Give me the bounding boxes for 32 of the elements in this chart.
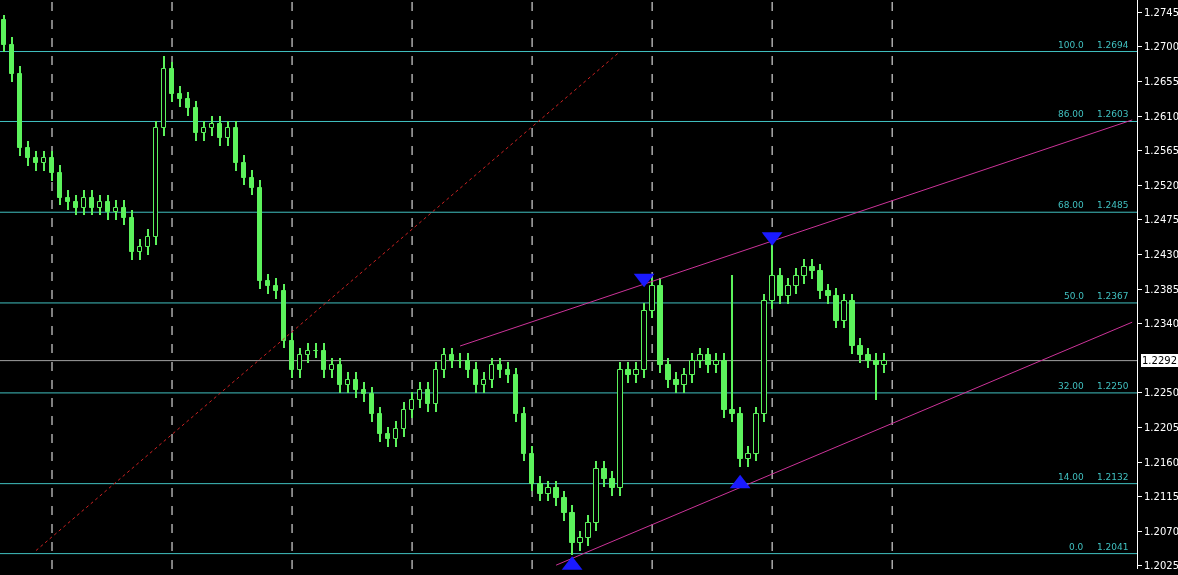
y-tick-label: 1.2745 bbox=[1144, 6, 1178, 18]
y-tick-label: 1.2610 bbox=[1144, 110, 1178, 122]
ref-line-label: 1.2485 bbox=[1097, 200, 1129, 210]
y-tick-label: 1.2430 bbox=[1144, 249, 1178, 261]
annotation: 86.00 bbox=[1058, 109, 1085, 119]
y-tick-label: 1.2520 bbox=[1144, 179, 1178, 191]
annotation: 50.0 bbox=[1064, 291, 1085, 301]
annotation: 14.00 bbox=[1058, 472, 1085, 482]
y-tick-label: 1.2700 bbox=[1144, 41, 1178, 53]
ref-line-label: 1.2250 bbox=[1097, 381, 1129, 391]
ref-line-label: 1.2694 bbox=[1097, 40, 1129, 50]
annotation: 0.0 bbox=[1069, 542, 1084, 552]
y-tick-label: 1.2070 bbox=[1144, 525, 1178, 537]
y-tick-label: 1.2475 bbox=[1144, 214, 1178, 226]
annotation: 100.0 bbox=[1058, 40, 1085, 50]
y-tick-label: 1.2655 bbox=[1144, 76, 1178, 88]
y-tick-label: 1.2160 bbox=[1144, 456, 1178, 468]
y-tick-label: 1.2250 bbox=[1144, 387, 1178, 399]
ref-line-label: 1.2292 bbox=[1142, 355, 1177, 366]
y-tick-label: 1.2385 bbox=[1144, 283, 1178, 295]
ref-line-label: 1.2041 bbox=[1097, 542, 1129, 552]
ref-line-label: 1.2367 bbox=[1097, 291, 1129, 301]
candlestick bbox=[729, 275, 735, 422]
y-tick-label: 1.2205 bbox=[1144, 422, 1178, 434]
y-tick-label: 1.2025 bbox=[1144, 560, 1178, 572]
y-tick-label: 1.2565 bbox=[1144, 145, 1178, 157]
y-tick-label: 1.2340 bbox=[1144, 318, 1178, 330]
ref-line-label: 1.2603 bbox=[1097, 109, 1129, 119]
y-tick-label: 1.2115 bbox=[1144, 491, 1178, 503]
ref-line-label: 1.2132 bbox=[1097, 472, 1129, 482]
annotation: 32.00 bbox=[1058, 381, 1085, 391]
annotation: 68.00 bbox=[1058, 200, 1085, 210]
